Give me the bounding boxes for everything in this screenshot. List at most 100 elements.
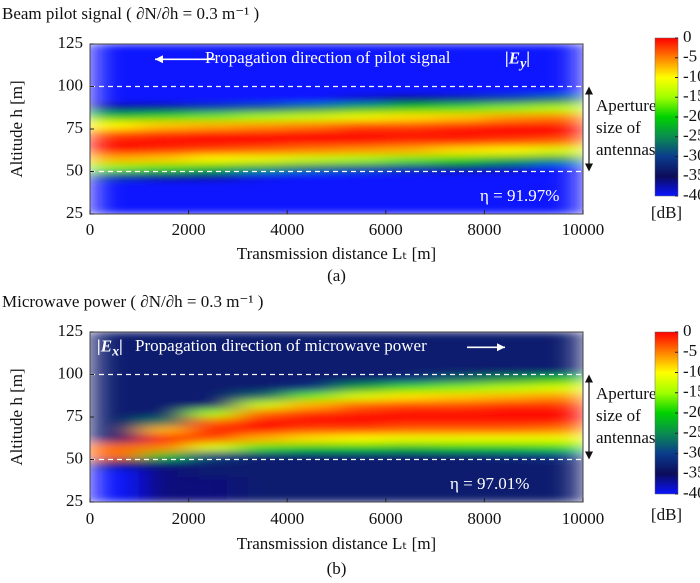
- colorbar-tick-label: -30: [683, 442, 700, 461]
- heatmap-cell: [336, 137, 387, 147]
- heatmap-cell: [237, 154, 288, 164]
- heatmap-cell: [188, 467, 239, 477]
- heatmap-cell: [434, 111, 485, 121]
- heatmap-cell: [533, 120, 583, 130]
- colorbar-tick-label: -25: [683, 126, 700, 145]
- aperture-label: size of: [596, 406, 641, 425]
- heatmap-cell: [385, 391, 436, 401]
- heatmap-cell: [188, 348, 239, 358]
- heatmap-cell: [336, 77, 387, 87]
- heatmap-cell: [533, 332, 583, 341]
- heatmap-cell: [434, 162, 485, 172]
- heatmap-cell: [286, 416, 337, 426]
- heatmap-cell: [237, 111, 288, 121]
- heatmap-cell: [286, 459, 337, 469]
- heatmap-cell: [90, 128, 140, 138]
- field-label-part: y: [518, 57, 527, 72]
- heatmap-cell: [336, 179, 387, 189]
- heatmap-cell: [138, 86, 190, 96]
- heatmap-cell: [336, 459, 387, 469]
- heatmap-cell: [138, 145, 190, 155]
- heatmap-panel: 0 2000 4000 6000 8000 10000 25 50 75 100 125 Beam p…: [2, 4, 700, 285]
- heatmap-cell: [188, 137, 239, 147]
- colorbar-tick-label: -25: [683, 422, 700, 441]
- heatmap-cell: [138, 382, 190, 392]
- heatmap-cell: [188, 179, 239, 189]
- heatmap-cell: [336, 103, 387, 113]
- heatmap-cell: [188, 154, 239, 164]
- heatmap-cell: [138, 188, 190, 198]
- heatmap-cell: [90, 459, 140, 469]
- heatmap-cell: [286, 103, 337, 113]
- heatmap-cell: [336, 493, 387, 502]
- heatmap-cell: [286, 44, 337, 53]
- heatmap-cell: [385, 450, 436, 460]
- heatmap-cell: [385, 52, 436, 62]
- field-label-part: |E: [97, 336, 112, 355]
- x-tick-label: 4000: [270, 509, 304, 528]
- heatmap-cell: [385, 382, 436, 392]
- heatmap-cell: [90, 332, 140, 341]
- heatmap-cell: [336, 128, 387, 138]
- heatmap-cell: [434, 374, 485, 384]
- y-tick-label: 75: [66, 406, 83, 425]
- heatmap-cell: [434, 60, 485, 70]
- heatmap-cell: [434, 493, 485, 502]
- heatmap-cell: [483, 205, 535, 214]
- heatmap-cell: [533, 365, 583, 375]
- heatmap-cell: [533, 391, 583, 401]
- heatmap-cell: [533, 476, 583, 486]
- heatmap-cell: [434, 52, 485, 62]
- heatmap-cell: [434, 103, 485, 113]
- heatmap-cell: [138, 137, 190, 147]
- x-tick-label: 2000: [172, 220, 206, 239]
- heatmap-cell: [237, 467, 288, 477]
- plot-area: [90, 332, 583, 502]
- heatmap-cell: [434, 188, 485, 198]
- heatmap-cell: [483, 69, 535, 79]
- heatmap-cell: [286, 137, 337, 147]
- heatmap-cell: [434, 120, 485, 130]
- heatmap-cell: [188, 357, 239, 367]
- heatmap-cell: [336, 425, 387, 435]
- heatmap-cell: [90, 120, 140, 130]
- field-label-part: |: [526, 48, 530, 67]
- field-label-part: |: [119, 336, 123, 355]
- heatmap-cell: [237, 86, 288, 96]
- heatmap-cell: [385, 459, 436, 469]
- heatmap-cell: [188, 111, 239, 121]
- heatmap-cell: [385, 493, 436, 502]
- heatmap-cell: [237, 69, 288, 79]
- heatmap-cell: [336, 60, 387, 70]
- panel-caption: (b): [327, 559, 347, 578]
- heatmap-cell: [385, 408, 436, 418]
- heatmap-cell: [138, 77, 190, 87]
- heatmap-cell: [483, 442, 535, 452]
- heatmap-cell: [533, 348, 583, 358]
- heatmap-cell: [138, 171, 190, 181]
- heatmap-cell: [336, 205, 387, 214]
- y-tick-label: 75: [66, 118, 83, 137]
- heatmap-cell: [385, 348, 436, 358]
- heatmap-cell: [336, 111, 387, 121]
- y-tick-label: 100: [58, 363, 84, 382]
- heatmap-cell: [237, 348, 288, 358]
- heatmap-cell: [533, 196, 583, 206]
- heatmap-cell: [138, 69, 190, 79]
- heatmap-cell: [483, 476, 535, 486]
- heatmap-cell: [533, 103, 583, 113]
- heatmap-cell: [286, 408, 337, 418]
- heatmap-cell: [90, 171, 140, 181]
- heatmap-cell: [483, 77, 535, 87]
- heatmap-cell: [90, 476, 140, 486]
- y-tick-label: 125: [58, 33, 84, 52]
- heatmap-cell: [237, 171, 288, 181]
- heatmap-cell: [336, 357, 387, 367]
- heatmap-cell: [385, 205, 436, 214]
- x-tick-label: 2000: [172, 509, 206, 528]
- heatmap-cell: [533, 111, 583, 121]
- heatmap-cell: [138, 416, 190, 426]
- heatmap-cell: [237, 391, 288, 401]
- heatmap-cell: [286, 493, 337, 502]
